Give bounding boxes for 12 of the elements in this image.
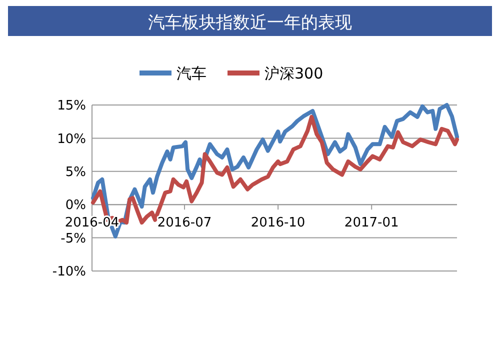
legend-label: 汽车: [176, 64, 206, 82]
y-tick-label: 5%: [65, 164, 86, 180]
x-tick-label: 2017-01: [344, 216, 399, 231]
x-tick-label: 2016-07: [157, 216, 212, 231]
x-tick-label: 2016-10: [250, 216, 306, 231]
y-tick-label: 15%: [57, 98, 86, 114]
chart-title: 汽车板块指数近一年的表现: [148, 13, 352, 33]
y-tick-label: -10%: [52, 264, 86, 280]
legend-label: 沪深300: [264, 64, 324, 82]
y-tick-label: 10%: [57, 132, 86, 147]
y-tick-label: -5%: [60, 231, 86, 246]
y-tick-label: 0%: [65, 198, 86, 214]
